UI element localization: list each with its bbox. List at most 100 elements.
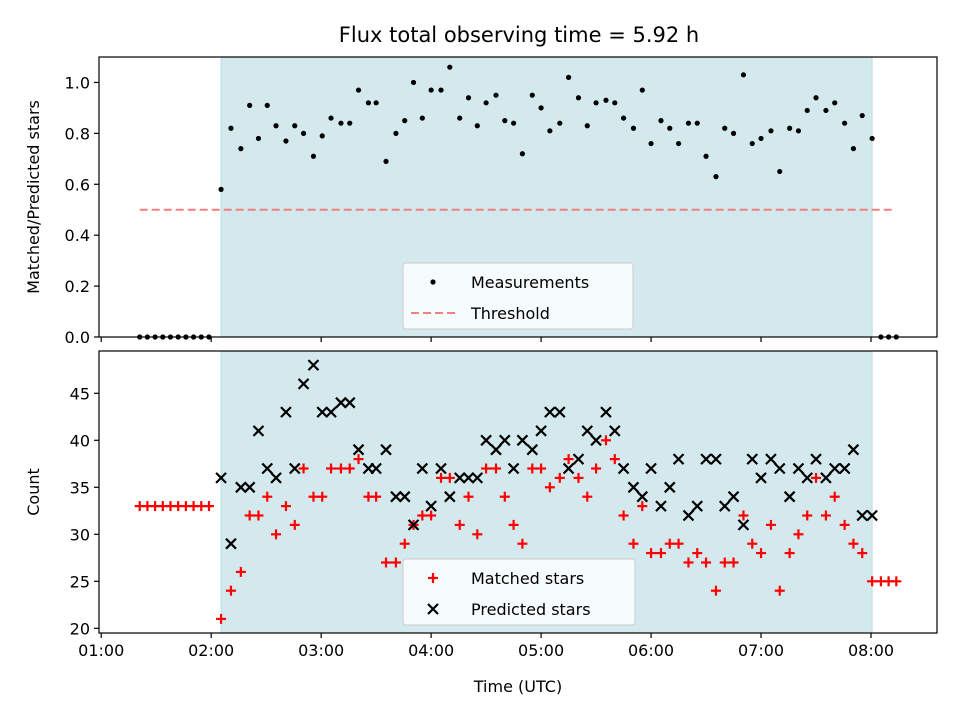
x-stroke [581, 425, 594, 437]
x-stroke [490, 443, 502, 456]
predicted-star-marker [544, 406, 556, 418]
matched-star-marker [317, 491, 328, 502]
x-stroke [737, 519, 750, 531]
matched-star-marker [683, 557, 694, 568]
predicted-star-marker [425, 500, 437, 512]
measurement-point [292, 123, 298, 129]
predicted-star-marker [792, 462, 805, 475]
x-stroke [727, 490, 740, 503]
x-stroke [792, 462, 805, 475]
matched-star-marker [417, 510, 428, 521]
predicted-star-marker [225, 537, 237, 550]
matched-star-marker [203, 501, 214, 512]
predicted-star-marker [554, 406, 566, 418]
measurement-point [777, 168, 783, 175]
matched-star-marker [609, 454, 620, 465]
measurement-point [648, 140, 654, 147]
axes-frame [98, 56, 938, 338]
predicted-star-marker [590, 434, 602, 447]
measurement-point [749, 140, 755, 147]
matched-star-marker [536, 463, 547, 474]
x-stroke [335, 396, 347, 409]
matched-star-marker [280, 501, 291, 512]
predicted-star-marker [235, 481, 247, 494]
measurement-point [264, 102, 270, 108]
predicted-star-marker [307, 359, 320, 371]
measurement-point [740, 72, 747, 78]
measurement-point [319, 133, 325, 139]
x-stroke [636, 490, 649, 503]
matched-star-marker [426, 510, 437, 521]
matched-star-marker [573, 472, 584, 483]
y-tick-label: 30 [70, 525, 90, 544]
matched-star-marker [472, 529, 483, 540]
axes-frame [98, 350, 938, 634]
matched-star-marker [582, 491, 593, 502]
x-axis-label: Time (UTC) [473, 677, 562, 696]
x-stroke [288, 462, 301, 475]
y-axis-label: Count [24, 468, 43, 516]
x-stroke [828, 462, 841, 475]
x-stroke [316, 406, 329, 418]
predicted-star-marker [801, 472, 814, 484]
predicted-star-marker [746, 453, 759, 465]
measurement-point [842, 120, 848, 126]
x-stroke [427, 603, 439, 615]
measurement-point [547, 128, 553, 134]
measurements-panel: 0.0 0.2 0.4 0.6 0.8 1.0 Matched/Predicted star… [24, 56, 938, 347]
x-stroke [499, 434, 511, 447]
matched-star-marker [326, 463, 337, 474]
measurement-point [438, 87, 444, 93]
predicted-star-marker [471, 472, 484, 484]
matched-star-marker [692, 548, 703, 559]
predicted-star-marker [627, 481, 640, 494]
measurement-point [402, 118, 408, 124]
measurement-point [300, 130, 307, 136]
x-tick-label: 03:00 [298, 641, 344, 660]
x-stroke [462, 472, 475, 484]
predicted-star-marker [645, 462, 657, 475]
predicted-star-marker [773, 462, 786, 475]
x-stroke [398, 490, 411, 503]
measurement-point [768, 128, 774, 134]
predicted-star-marker [270, 472, 282, 484]
measurement-point [529, 92, 535, 98]
predicted-star-marker [507, 462, 520, 475]
y-tick-label: 20 [70, 619, 90, 638]
matched-star-marker [618, 510, 629, 521]
predicted-star-marker [581, 425, 594, 437]
measurement-point [228, 125, 234, 131]
predicted-star-marker [490, 443, 502, 456]
x-stroke [710, 453, 722, 465]
predicted-star-marker [325, 406, 337, 418]
predicted-star-marker [252, 425, 265, 437]
predicted-star-marker [755, 472, 767, 484]
measurement-point [787, 125, 793, 131]
x-stroke [801, 472, 814, 484]
x-stroke [307, 359, 320, 371]
y-tick-label: 0.2 [65, 277, 90, 296]
measurement-point [457, 115, 463, 121]
matched-star-marker [829, 491, 840, 502]
measurement-point [639, 87, 645, 93]
matched-star-marker [848, 538, 859, 549]
predicted-star-marker [727, 490, 740, 503]
predicted-star-marker [783, 490, 796, 503]
x-stroke [297, 378, 310, 390]
predicted-star-marker [672, 453, 685, 465]
x-tick-label: 08:00 [848, 641, 894, 660]
matched-star-marker [271, 529, 282, 540]
x-stroke [390, 490, 402, 503]
predicted-star-marker [682, 509, 695, 522]
predicted-star-marker [261, 462, 274, 475]
measurement-point [565, 74, 572, 80]
measurement-point [804, 107, 810, 114]
matched-star-marker [710, 585, 721, 596]
x-stroke [343, 396, 356, 409]
x-stroke [526, 443, 539, 456]
measurement-point [218, 186, 224, 192]
measurement-point [365, 100, 372, 106]
y-tick-label: 0.8 [65, 124, 90, 143]
predicted-star-marker [516, 434, 529, 447]
predicted-star-marker [427, 603, 439, 615]
